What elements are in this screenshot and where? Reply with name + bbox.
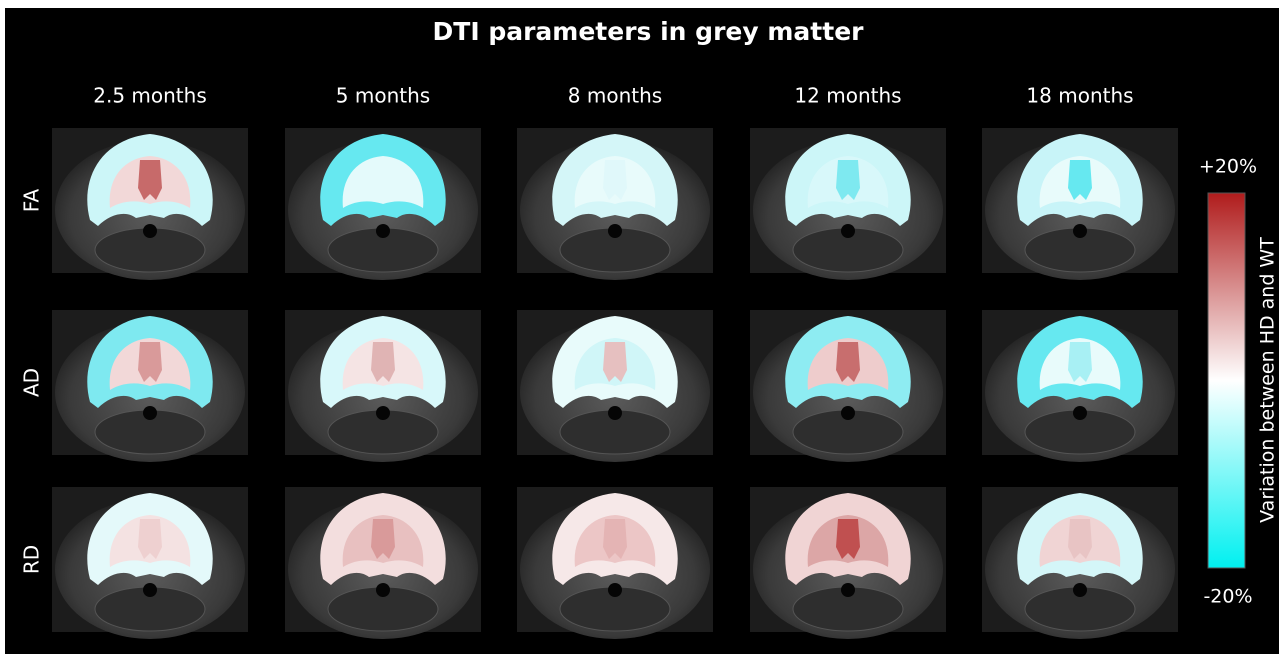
brain-image (517, 128, 713, 280)
centre-overlay (138, 342, 162, 382)
brain-image (285, 128, 481, 280)
canal (841, 224, 855, 238)
brain-image (982, 310, 1178, 462)
colorbar-label: Variation between HD and WT (1257, 237, 1279, 523)
canal (376, 224, 390, 238)
row-label: FA (20, 189, 44, 213)
column-label: 2.5 months (93, 84, 207, 108)
canal (1073, 583, 1087, 597)
brain-image (750, 487, 946, 639)
row-label: RD (20, 545, 44, 574)
canal (841, 406, 855, 420)
row-label: AD (20, 368, 44, 397)
brain-image (982, 128, 1178, 280)
brain-image (285, 310, 481, 462)
centre-overlay (836, 160, 860, 200)
centre-overlay (1068, 160, 1092, 200)
brain-image (52, 487, 248, 639)
canal (608, 583, 622, 597)
brain-image (517, 310, 713, 462)
centre-overlay (836, 519, 860, 559)
brain-image (982, 487, 1178, 639)
canal (143, 583, 157, 597)
canal (608, 224, 622, 238)
figure: DTI parameters in grey matter +20% -20% … (0, 0, 1284, 659)
brain-image (285, 487, 481, 639)
centre-overlay (371, 160, 395, 200)
canal (376, 583, 390, 597)
canal (1073, 406, 1087, 420)
brain-image (750, 310, 946, 462)
canal (376, 406, 390, 420)
colorbar-min: -20% (1203, 586, 1252, 608)
column-label: 5 months (336, 84, 430, 108)
centre-overlay (138, 519, 162, 559)
brain-image (52, 128, 248, 280)
centre-overlay (603, 519, 627, 559)
centre-overlay (371, 519, 395, 559)
colorbar (1208, 193, 1245, 568)
brain-image (52, 310, 248, 462)
column-label: 18 months (1026, 84, 1133, 108)
canal (143, 224, 157, 238)
centre-overlay (1068, 519, 1092, 559)
canal (1073, 224, 1087, 238)
colorbar-max: +20% (1199, 156, 1257, 178)
column-label: 12 months (794, 84, 901, 108)
brain-image (517, 487, 713, 639)
centre-overlay (603, 342, 627, 382)
figure-title: DTI parameters in grey matter (433, 17, 865, 46)
centre-overlay (1068, 342, 1092, 382)
canal (143, 406, 157, 420)
centre-overlay (138, 160, 162, 200)
column-label: 8 months (568, 84, 662, 108)
centre-overlay (836, 342, 860, 382)
centre-overlay (603, 160, 627, 200)
brain-image (750, 128, 946, 280)
canal (841, 583, 855, 597)
centre-overlay (371, 342, 395, 382)
canal (608, 406, 622, 420)
